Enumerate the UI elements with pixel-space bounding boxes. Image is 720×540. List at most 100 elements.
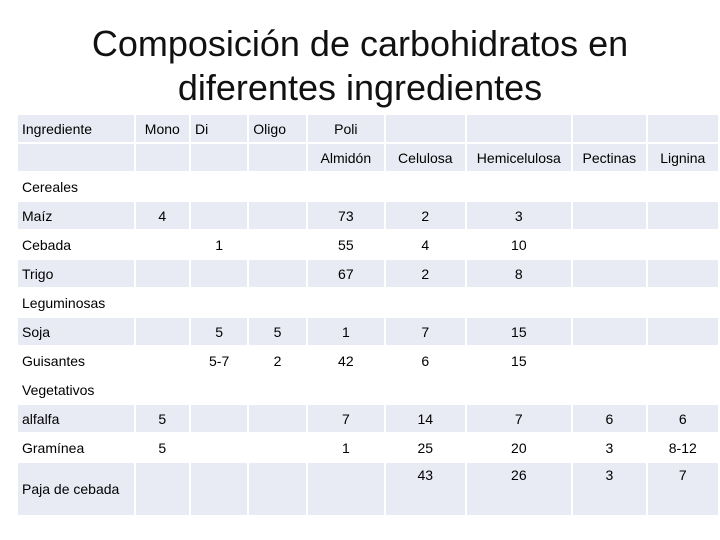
cell-pectinas: [573, 347, 646, 374]
header-poli: Poli: [307, 115, 385, 142]
cell-lignina: [647, 231, 718, 258]
cell-hemicelulosa: 7: [466, 405, 572, 432]
cell-di: [190, 434, 248, 461]
cell-pectinas: 3: [573, 463, 646, 515]
cell-celulosa: 43: [386, 463, 465, 515]
header-celulosa: Celulosa: [386, 144, 465, 171]
table-row: Maíz 4 73 2 3: [18, 202, 718, 229]
header-hemicelulosa: Hemicelulosa: [466, 144, 572, 171]
carbohydrate-table: Ingrediente Mono Di Oligo Poli Almidón C…: [16, 113, 720, 517]
cell-celulosa: 7: [386, 318, 465, 345]
cell-celulosa: 25: [386, 434, 465, 461]
cell-lignina: 7: [647, 463, 718, 515]
row-name: Trigo: [18, 260, 134, 287]
cell-almidon: [307, 463, 385, 515]
cell-oligo: 5: [249, 318, 306, 345]
cell-di: [190, 463, 248, 515]
slide-title-line-1: Composición de carbohidratos en: [91, 23, 629, 64]
cell-mono: [135, 463, 189, 515]
cell-hemicelulosa: 15: [466, 347, 572, 374]
header-di: Di: [190, 115, 248, 142]
section-cereales: Cereales: [18, 173, 718, 200]
table-row: Soja 5 5 1 7 15: [18, 318, 718, 345]
table-row: Trigo 67 2 8: [18, 260, 718, 287]
cell-pectinas: [573, 260, 646, 287]
header-mono: Mono: [135, 115, 189, 142]
cell-mono: [135, 318, 189, 345]
row-name: Cebada: [18, 231, 134, 258]
cell-almidon: 73: [307, 202, 385, 229]
cell-lignina: 6: [647, 405, 718, 432]
cell-oligo: [249, 434, 306, 461]
cell-hemicelulosa: 3: [466, 202, 572, 229]
cell-di: [190, 202, 248, 229]
cell-mono: 5: [135, 434, 189, 461]
header-oligo: Oligo: [249, 115, 306, 142]
cell-pectinas: [573, 318, 646, 345]
cell-lignina: [647, 318, 718, 345]
cell-di: [190, 405, 248, 432]
cell-almidon: 1: [307, 434, 385, 461]
row-name: Maíz: [18, 202, 134, 229]
section-leguminosas: Leguminosas: [18, 289, 718, 316]
header-blank: [249, 144, 306, 171]
header-blank: [190, 144, 248, 171]
cell-hemicelulosa: 8: [466, 260, 572, 287]
cell-hemicelulosa: 26: [466, 463, 572, 515]
header-blank: [573, 115, 646, 142]
cell-oligo: 2: [249, 347, 306, 374]
section-row-cereales: Cereales: [18, 173, 718, 200]
cell-celulosa: 2: [386, 202, 465, 229]
table-row: Gramínea 5 1 25 20 3 8-12: [18, 434, 718, 461]
table-row: Guisantes 5-7 2 42 6 15: [18, 347, 718, 374]
cell-celulosa: 14: [386, 405, 465, 432]
cell-almidon: 55: [307, 231, 385, 258]
cell-mono: 4: [135, 202, 189, 229]
cell-lignina: [647, 202, 718, 229]
cell-hemicelulosa: 15: [466, 318, 572, 345]
cell-almidon: 1: [307, 318, 385, 345]
cell-lignina: [647, 347, 718, 374]
cell-oligo: [249, 231, 306, 258]
row-name: Guisantes: [18, 347, 134, 374]
header-blank: [466, 115, 572, 142]
row-name: alfalfa: [18, 405, 134, 432]
cell-celulosa: 6: [386, 347, 465, 374]
row-name: Paja de cebada: [18, 463, 134, 515]
cell-oligo: [249, 202, 306, 229]
table-row: Paja de cebada 43 26 3 7: [18, 463, 718, 515]
cell-pectinas: 6: [573, 405, 646, 432]
header-almidon: Almidón: [307, 144, 385, 171]
cell-mono: [135, 260, 189, 287]
cell-hemicelulosa: 20: [466, 434, 572, 461]
header-blank: [18, 144, 134, 171]
cell-celulosa: 4: [386, 231, 465, 258]
cell-pectinas: 3: [573, 434, 646, 461]
header-ingrediente: Ingrediente: [18, 115, 134, 142]
table-row: alfalfa 5 7 14 7 6 6: [18, 405, 718, 432]
cell-mono: [135, 347, 189, 374]
cell-di: 5-7: [190, 347, 248, 374]
cell-oligo: [249, 260, 306, 287]
cell-mono: 5: [135, 405, 189, 432]
cell-di: 1: [190, 231, 248, 258]
header-row-sub: Almidón Celulosa Hemicelulosa Pectinas L…: [18, 144, 718, 171]
cell-oligo: [249, 463, 306, 515]
section-row-leguminosas: Leguminosas: [18, 289, 718, 316]
header-blank: [135, 144, 189, 171]
cell-almidon: 42: [307, 347, 385, 374]
header-blank: [647, 115, 718, 142]
header-lignina: Lignina: [647, 144, 718, 171]
cell-celulosa: 2: [386, 260, 465, 287]
table-row: Cebada 1 55 4 10: [18, 231, 718, 258]
slide-title: Composición de carbohidratos en diferent…: [0, 22, 720, 110]
header-row-top: Ingrediente Mono Di Oligo Poli: [18, 115, 718, 142]
section-vegetativos: Vegetativos: [18, 376, 718, 403]
cell-di: 5: [190, 318, 248, 345]
header-blank: [386, 115, 465, 142]
section-row-vegetativos: Vegetativos: [18, 376, 718, 403]
cell-almidon: 67: [307, 260, 385, 287]
header-pectinas: Pectinas: [573, 144, 646, 171]
cell-lignina: 8-12: [647, 434, 718, 461]
cell-lignina: [647, 260, 718, 287]
